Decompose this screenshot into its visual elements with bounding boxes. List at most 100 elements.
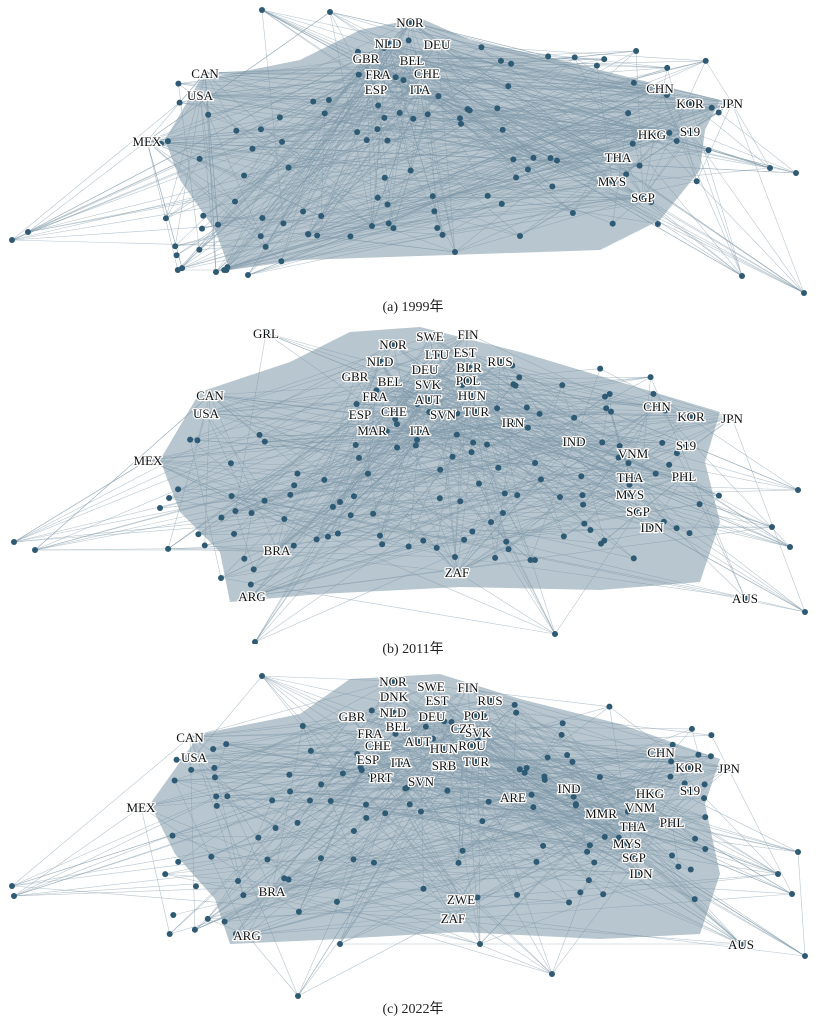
country-label: IND xyxy=(562,434,585,449)
country-node xyxy=(172,243,179,250)
country-node xyxy=(405,543,412,550)
country-node xyxy=(552,631,558,637)
country-node xyxy=(601,537,608,544)
country-node xyxy=(318,213,325,220)
country-label: AUS xyxy=(728,937,754,952)
country-node xyxy=(171,777,178,784)
country-label: HUN xyxy=(458,388,487,403)
country-node xyxy=(608,408,615,415)
country-node xyxy=(367,730,373,736)
country-node xyxy=(384,201,391,208)
country-node xyxy=(708,732,715,739)
country-node xyxy=(681,780,688,787)
country-node xyxy=(715,492,722,499)
country-node xyxy=(687,128,693,134)
country-label: NOR xyxy=(379,674,407,689)
country-node xyxy=(636,162,643,169)
country-node xyxy=(434,351,440,357)
country-label: ROU xyxy=(458,738,486,753)
country-node xyxy=(626,481,633,488)
country-node xyxy=(460,725,466,731)
country-node xyxy=(476,480,483,487)
country-node xyxy=(738,941,744,947)
country-node xyxy=(218,574,225,581)
country-nodes xyxy=(9,7,807,296)
country-node xyxy=(295,993,301,999)
country-node xyxy=(686,530,693,537)
country-node xyxy=(295,908,302,915)
country-label: FRA xyxy=(365,67,391,82)
country-label: BRA xyxy=(264,543,291,558)
country-node xyxy=(512,382,519,389)
country-label: MMR xyxy=(585,806,617,821)
country-node xyxy=(528,791,535,798)
country-node xyxy=(452,249,458,255)
country-node xyxy=(385,220,392,227)
country-node xyxy=(729,100,735,106)
country-node xyxy=(487,697,493,703)
country-node xyxy=(215,221,222,228)
country-node xyxy=(742,595,748,601)
country-node xyxy=(701,781,708,788)
country-node xyxy=(261,497,268,504)
country-node xyxy=(391,693,397,699)
country-node xyxy=(629,140,636,147)
country-node xyxy=(509,362,516,369)
country-node xyxy=(287,788,294,795)
country-node xyxy=(495,464,502,471)
country-node xyxy=(418,778,424,784)
country-node xyxy=(441,718,448,725)
country-label: ZAF xyxy=(445,565,470,580)
country-node xyxy=(726,765,732,771)
country-label: CAN xyxy=(176,730,204,745)
country-node xyxy=(488,519,495,526)
country-label: HKG xyxy=(636,786,664,801)
country-node xyxy=(457,120,464,127)
country-node xyxy=(287,491,294,498)
country-label: S19 xyxy=(676,438,696,453)
country-node xyxy=(669,852,676,859)
country-label: PHL xyxy=(660,815,685,830)
country-node xyxy=(264,856,271,863)
country-node xyxy=(705,147,712,154)
country-node xyxy=(424,70,430,76)
country-node xyxy=(363,55,369,61)
country-label: TUR xyxy=(463,404,489,419)
country-label: KOR xyxy=(675,760,703,775)
country-node xyxy=(245,272,251,278)
country-label: BRA xyxy=(259,884,286,899)
country-node xyxy=(300,208,307,215)
country-label: USA xyxy=(181,750,208,765)
country-node xyxy=(514,492,521,499)
country-node xyxy=(497,57,504,64)
country-node xyxy=(166,495,173,502)
country-node xyxy=(469,392,475,398)
country-node xyxy=(157,505,164,512)
country-label: POL xyxy=(464,708,489,723)
country-node xyxy=(325,97,332,104)
country-node xyxy=(324,533,331,540)
trade-edges xyxy=(11,675,806,997)
country-node xyxy=(11,539,17,545)
country-node xyxy=(654,403,660,409)
country-node xyxy=(499,126,506,133)
country-node xyxy=(414,436,421,443)
country-node xyxy=(425,396,431,402)
country-node xyxy=(407,167,414,174)
country-node xyxy=(465,684,471,690)
country-node xyxy=(202,70,208,76)
country-node xyxy=(464,106,471,113)
country-node xyxy=(494,405,501,412)
country-node xyxy=(701,795,708,802)
country-node xyxy=(175,858,182,865)
country-label: GBR xyxy=(353,51,380,66)
country-node xyxy=(603,405,610,412)
country-node xyxy=(424,111,431,118)
country-node xyxy=(687,100,693,106)
country-node xyxy=(173,756,180,763)
country-node xyxy=(571,54,578,61)
country-node xyxy=(666,461,673,468)
country-node xyxy=(164,138,171,145)
country-node xyxy=(299,722,306,729)
country-label: MEX xyxy=(133,134,163,149)
